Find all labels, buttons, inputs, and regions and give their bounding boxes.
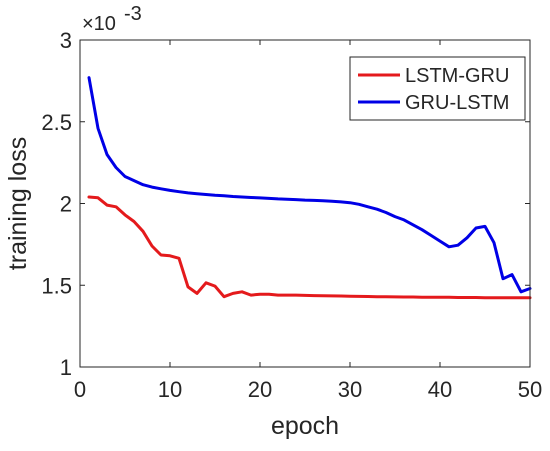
tick-labels: 0 10 20 30 40 50 1 1.5 2 2.5 3: [41, 28, 542, 402]
y-tick-label: 2.5: [41, 110, 72, 135]
x-axis-label: epoch: [271, 412, 339, 440]
x-tick-label: 10: [158, 377, 182, 402]
series-lines: [87, 76, 532, 300]
y-tick-label: 1.5: [41, 273, 72, 298]
y-axis-label: training loss: [4, 137, 32, 270]
y-tick-label: 2: [60, 192, 72, 217]
series-line-lstm-gru: [87, 195, 532, 300]
axis-ticks: [79, 39, 531, 368]
x-tick-label: 0: [74, 377, 86, 402]
x-tick-label: 40: [428, 377, 452, 402]
x-tick-label: 20: [248, 377, 272, 402]
x-tick-label: 30: [338, 377, 362, 402]
legend-label-gru-lstm: GRU-LSTM: [405, 92, 509, 114]
y-scale-multiplier: ×10: [82, 13, 116, 35]
series-line-gru-lstm: [87, 76, 532, 294]
y-tick-label: 3: [60, 28, 72, 53]
legend-box: [349, 56, 526, 121]
y-tick-label: 1: [60, 355, 72, 380]
legend-label-lstm-gru: LSTM-GRU: [405, 65, 509, 87]
x-tick-label: 50: [518, 377, 542, 402]
legend: LSTM-GRU GRU-LSTM: [349, 56, 526, 121]
y-scale-exponent: -3: [124, 3, 142, 25]
